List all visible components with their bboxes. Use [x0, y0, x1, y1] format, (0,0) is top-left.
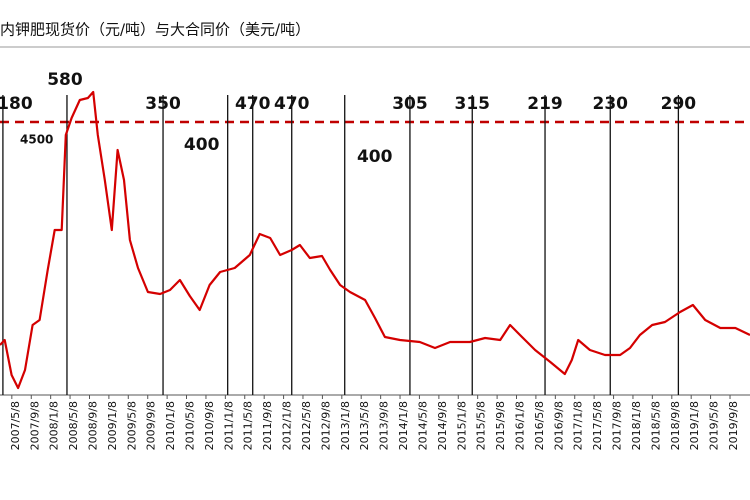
x-tick-label: 2007/5/8 — [9, 401, 22, 450]
x-tick-label: 2012/1/8 — [281, 401, 294, 450]
contract-label: 290 — [661, 94, 697, 114]
contract-label: 470 — [274, 94, 310, 114]
x-tick-label: 2017/5/8 — [591, 401, 604, 450]
x-tick-label: 2011/9/8 — [261, 401, 274, 450]
x-tick-label: 2010/5/8 — [184, 401, 197, 450]
x-tick-label: 2012/5/8 — [300, 401, 313, 450]
x-tick-label: 2016/5/8 — [533, 401, 546, 450]
x-tick-label: 2016/1/8 — [513, 401, 526, 450]
contract-label: 470 — [235, 94, 271, 114]
x-tick-label: 2019/5/8 — [708, 401, 721, 450]
x-tick-label: 2015/1/8 — [455, 401, 468, 450]
x-tick-label: 2009/9/8 — [145, 401, 158, 450]
x-tick-label: 2008/9/8 — [86, 401, 99, 450]
x-tick-label: 2013/5/8 — [358, 401, 371, 450]
x-tick-label: 2018/9/8 — [669, 401, 682, 450]
x-tick-label: 2019/9/8 — [727, 401, 740, 450]
contract-label: 580 — [47, 70, 83, 90]
price-line — [0, 90, 750, 390]
x-tick-label: 2017/9/8 — [611, 401, 624, 450]
x-tick-label: 2016/9/8 — [552, 401, 565, 450]
x-tick-label: 2013/9/8 — [378, 401, 391, 450]
x-tick-label: 2012/9/8 — [319, 401, 332, 450]
x-tick-label: 2015/9/8 — [494, 401, 507, 450]
chart-title: 内钾肥现货价（元/吨）与大合同价（美元/吨） — [0, 21, 310, 39]
x-tick-label: 2014/5/8 — [416, 401, 429, 450]
x-tick-label: 2010/9/8 — [203, 401, 216, 450]
x-tick-label: 2010/1/8 — [164, 401, 177, 450]
x-tick-label: 2017/1/8 — [572, 401, 585, 450]
contract-label: 400 — [357, 147, 393, 167]
x-tick-label: 2019/1/8 — [688, 401, 701, 450]
contract-label: 230 — [592, 94, 628, 114]
x-tick-label: 2018/1/8 — [630, 401, 643, 450]
x-tick-label: 2011/1/8 — [222, 401, 235, 450]
contract-label: 219 — [527, 94, 563, 114]
x-tick-label: 2011/5/8 — [242, 401, 255, 450]
reference-label: 4500 — [20, 133, 53, 147]
x-tick-label: 2007/9/8 — [28, 401, 41, 450]
contract-label: 350 — [145, 94, 181, 114]
contract-label: 305 — [392, 94, 428, 114]
x-tick-label: 2009/1/8 — [106, 401, 119, 450]
x-tick-label: 2014/9/8 — [436, 401, 449, 450]
contract-label: 400 — [184, 135, 220, 155]
x-tick-label: 2014/1/8 — [397, 401, 410, 450]
x-tick-label: 2008/1/8 — [48, 401, 61, 450]
x-tick-label: 2015/5/8 — [475, 401, 488, 450]
x-tick-label: 2009/5/8 — [125, 401, 138, 450]
x-tick-label: 2013/1/8 — [339, 401, 352, 450]
contract-label: 180 — [0, 94, 33, 114]
x-tick-label: 2008/5/8 — [67, 401, 80, 450]
x-tick-label: 2018/5/8 — [649, 401, 662, 450]
contract-label: 315 — [454, 94, 490, 114]
